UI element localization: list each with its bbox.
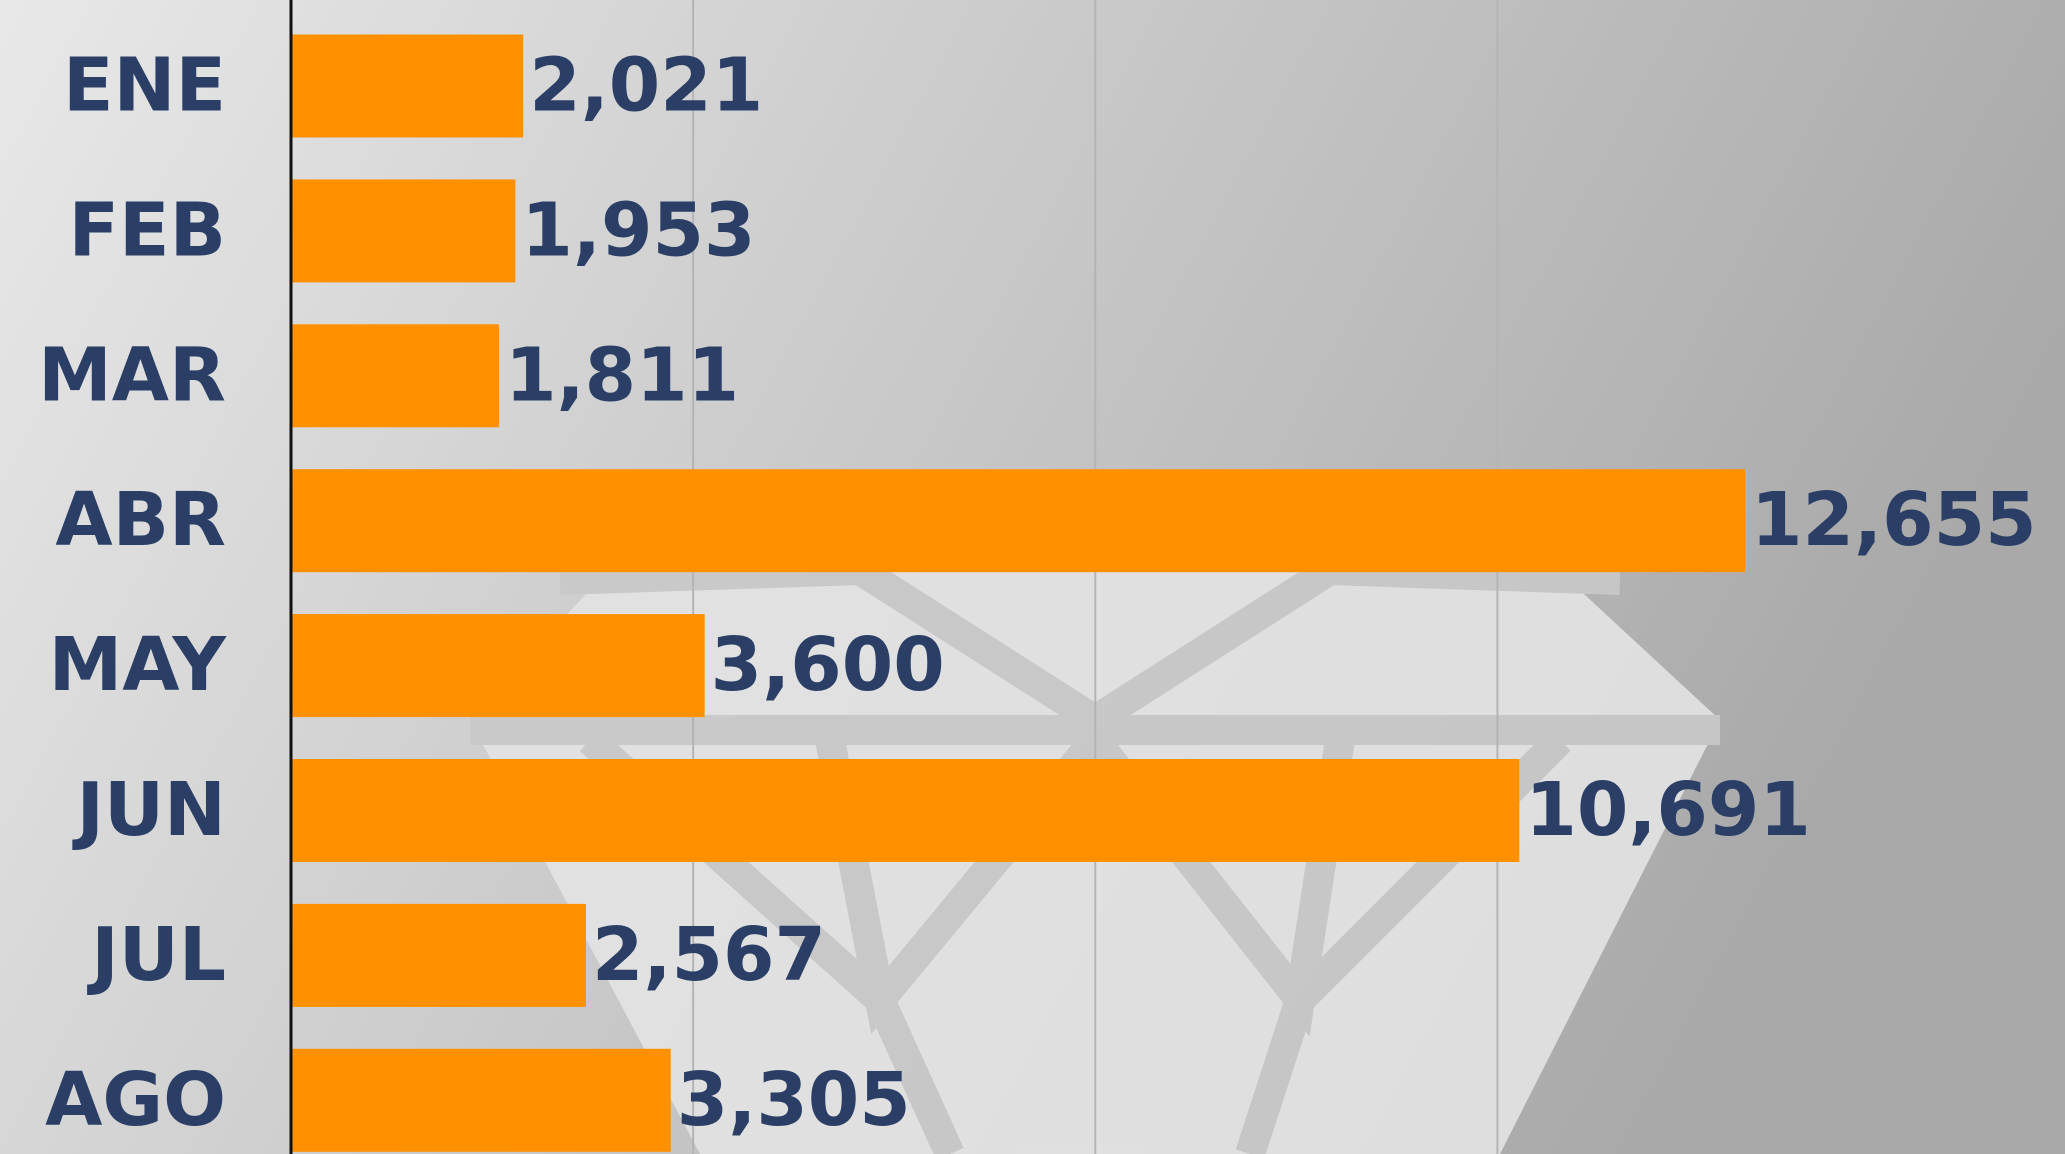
bar [291,179,516,283]
bar [291,324,500,428]
value-label: 3,600 [711,622,945,708]
bar [291,614,705,718]
value-label: 3,305 [677,1057,911,1143]
y-tick-label: ABR [55,477,226,563]
value-label: 12,655 [1751,477,2037,563]
bar [291,903,586,1007]
bar [291,759,1520,862]
value-label: 2,021 [529,43,763,129]
value-label: 1,811 [505,332,739,418]
y-tick-label: FEB [68,187,226,273]
bar [291,34,524,138]
value-label: 1,953 [521,187,755,273]
y-tick-label: AGO [45,1057,226,1143]
y-tick-label: ENE [63,43,226,129]
value-label: 2,567 [592,912,826,998]
bar [291,1048,671,1152]
y-tick-label: JUL [86,912,226,998]
plot-area: ENE 2,021 FEB 1,953 MAR 1,811 ABR 12,655 MAY 3,60… [38,0,2037,1154]
bar [291,469,1746,573]
y-tick-label: MAR [38,332,226,418]
y-tick-label: MAY [49,622,228,708]
value-label: 10,691 [1525,767,1811,853]
y-tick-label: JUN [71,767,226,853]
